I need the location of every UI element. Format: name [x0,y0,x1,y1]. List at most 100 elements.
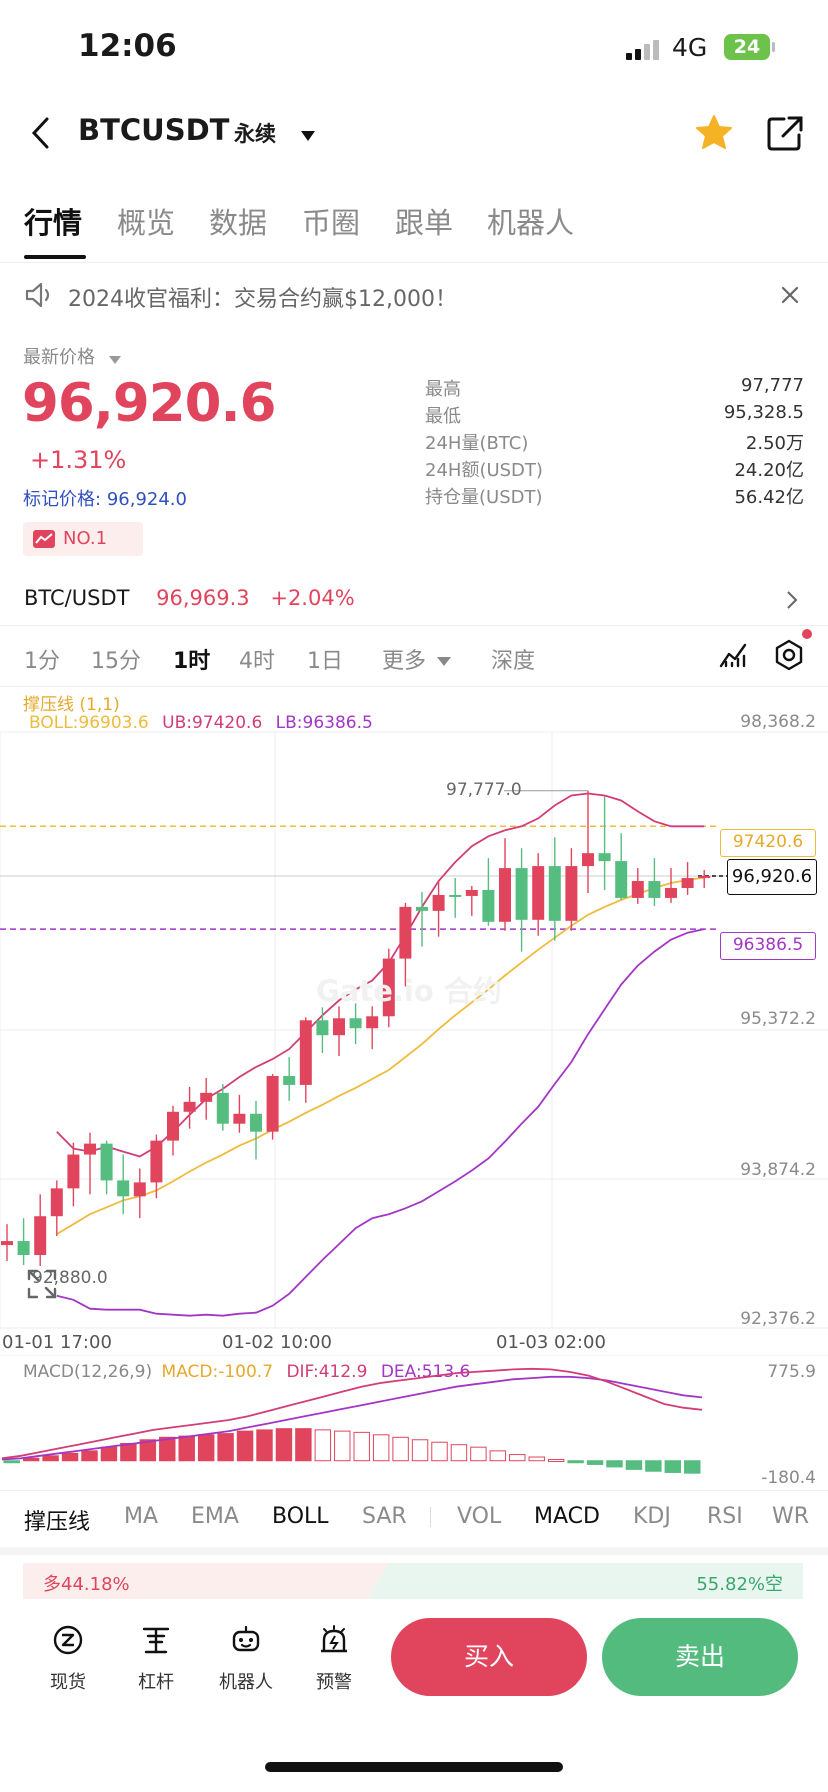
tab-overview[interactable]: 概览 [117,206,176,240]
candle-body [648,881,661,898]
stat-label: 24H量(BTC) [425,433,529,454]
spot-pair-name: BTC/USDT [24,586,130,610]
symbol-title[interactable]: BTCUSDT [78,113,230,147]
macd-value: MACD:-100.7 [161,1362,274,1382]
close-icon[interactable] [781,286,799,308]
fullscreen-icon[interactable] [26,1268,58,1304]
contract-type[interactable]: 永续 [234,122,276,146]
latest-price-dropdown-icon[interactable] [109,350,121,369]
timeframe-1d[interactable]: 1日 [307,649,343,674]
boll-lower-line [56,928,705,1317]
macd-bar [450,1444,468,1462]
tab-market[interactable]: 行情 [24,206,83,240]
macd-bar [489,1450,507,1462]
macd-bar [411,1439,429,1462]
indicator-icon[interactable] [718,640,748,674]
indicator-divider [430,1507,431,1527]
back-button[interactable] [28,115,58,151]
spot-icon [53,1625,83,1655]
announcement-text[interactable]: 2024收官福利：交易合约赢$12,000！ [68,287,457,312]
macd-legend: MACD(12,26,9) MACD:-100.7 DIF:412.9 DEA:… [23,1362,470,1382]
candle-body [582,853,594,867]
indicator-tab-ema[interactable]: EMA [191,1504,239,1529]
indicator-tab-support[interactable]: 撑压线 [24,1510,91,1535]
more-dropdown-icon[interactable] [437,652,451,671]
candle-body [34,1216,47,1256]
candle-body [565,866,578,921]
candle-body [399,906,412,959]
y-axis-label: 98,368.2 [740,712,816,732]
symbol-dropdown-icon[interactable] [300,127,316,146]
timeframe-more[interactable]: 更多 [382,649,427,674]
macd-bar [547,1459,565,1463]
macd-chart[interactable] [0,1355,828,1490]
indicator-tab-boll[interactable]: BOLL [272,1504,329,1529]
share-icon[interactable] [766,114,806,156]
x-axis-label: 01-01 17:00 [2,1332,112,1353]
signal-icon [626,40,664,60]
macd-bar [509,1454,526,1462]
last-price: 96,920.6 [22,373,277,434]
macd-bar [314,1429,332,1462]
latest-price-label[interactable]: 最新价格 [23,347,95,368]
tab-community[interactable]: 币圈 [302,206,361,240]
candle-body [266,1075,279,1132]
spot-pair-row[interactable]: BTC/USDT 96,969.3 +2.04% [24,586,355,610]
tab-copy-trading[interactable]: 跟单 [395,206,454,240]
rank-label: NO.1 [63,528,108,549]
candle-body [167,1111,179,1141]
nav-label: 机器人 [219,1672,273,1693]
dea-value: DEA:513.6 [380,1362,471,1382]
macd-bar [275,1428,293,1462]
overlay-legend[interactable]: 撑压线 (1,1) [23,695,120,715]
price-chart[interactable] [0,700,828,1350]
indicator-tab-macd[interactable]: MACD [534,1504,600,1529]
macd-bar [61,1452,79,1462]
battery-icon: 24 [724,34,775,60]
network-type: 4G [672,33,708,62]
chart-settings-icon[interactable] [772,629,812,676]
divider [0,625,828,626]
active-tab-underline [24,255,86,259]
timeframe-15m[interactable]: 15分 [91,649,141,674]
buy-button[interactable]: 买入 [391,1618,587,1696]
macd-bar [645,1460,662,1472]
chevron-right-icon[interactable] [786,590,798,614]
candle-body [133,1182,146,1197]
timeframe-1m[interactable]: 1分 [24,649,60,674]
nav-label: 现货 [50,1672,86,1693]
macd-bar [100,1446,118,1462]
x-axis-label: 01-02 10:00 [222,1332,332,1353]
indicator-tab-wr[interactable]: WR [772,1504,810,1529]
tab-bots[interactable]: 机器人 [487,206,575,240]
speaker-icon [24,281,54,313]
macd-bar [3,1460,20,1464]
favorite-star-icon[interactable] [694,113,734,157]
sell-button[interactable]: 卖出 [602,1618,798,1696]
indicator-tab-kdj[interactable]: KDJ [633,1504,671,1529]
macd-bar [197,1434,215,1462]
mark-price-value: 96,924.0 [106,489,187,510]
indicator-tab-rsi[interactable]: RSI [707,1504,743,1529]
indicator-tab-ma[interactable]: MA [124,1504,159,1529]
y-axis-label: 93,874.2 [740,1160,816,1180]
timeframe-4h[interactable]: 4时 [239,649,275,674]
tab-data[interactable]: 数据 [209,206,268,240]
stat-label: 24H额(USDT) [425,460,543,481]
indicator-tab-sar[interactable]: SAR [362,1504,407,1529]
margin-icon [142,1627,170,1654]
macd-axis-top: 775.9 [767,1362,816,1382]
y-axis-label: 95,372.2 [740,1009,816,1029]
candle-body [482,889,495,922]
indicator-tab-vol[interactable]: VOL [457,1504,502,1529]
macd-bar [372,1434,390,1462]
divider [0,686,828,687]
x-axis-label: 01-03 02:00 [496,1332,606,1353]
rank-badge[interactable]: NO.1 [23,522,143,556]
timeframe-1h[interactable]: 1时 [173,649,211,674]
candle-body [84,1143,96,1155]
upper-band-tag: 97420.6 [720,829,816,857]
trend-icon [33,530,55,548]
timeframe-depth[interactable]: 深度 [491,649,536,674]
candle-body [50,1188,63,1217]
